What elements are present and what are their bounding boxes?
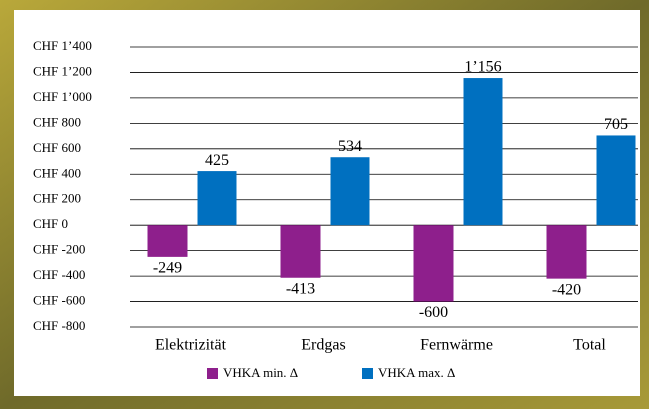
bar [413,225,454,302]
y-tick-label: CHF 0 [33,216,68,231]
legend-swatch [362,368,373,379]
y-tick-label: CHF -600 [33,293,85,308]
y-tick-label: CHF 600 [33,140,81,155]
x-tick-label: Fernwärme [420,337,493,354]
value-label: 425 [205,152,229,169]
value-label: 705 [604,116,628,133]
y-tick-label: CHF -400 [33,267,85,282]
legend-swatch [207,368,218,379]
value-label: 1’156 [464,59,501,76]
bar [546,225,587,279]
y-tick-label: CHF 1’400 [33,38,92,53]
bar [463,78,503,226]
y-tick-label: CHF -200 [33,242,85,257]
x-tick-label: Elektrizität [155,337,227,354]
bar [280,225,321,278]
y-tick-label: CHF 800 [33,114,81,129]
y-tick-label: CHF 200 [33,191,81,206]
bar [596,135,636,226]
y-tick-label: CHF -800 [33,318,85,333]
bar [197,171,237,226]
value-label: -600 [419,304,448,321]
panel [14,10,640,396]
y-tick-label: CHF 1’000 [33,89,92,104]
value-label: -420 [552,281,581,298]
value-label: -249 [153,260,182,277]
legend-label: VHKA min. Δ [223,365,298,380]
y-tick-label: CHF 400 [33,165,81,180]
x-tick-label: Erdgas [301,337,345,354]
value-label: -413 [286,280,315,297]
legend-label: VHKA max. Δ [378,365,455,380]
y-tick-label: CHF 1’200 [33,63,92,78]
x-tick-label: Total [573,337,606,354]
value-label: 534 [338,138,362,155]
bar [147,225,188,257]
bar [330,157,370,226]
